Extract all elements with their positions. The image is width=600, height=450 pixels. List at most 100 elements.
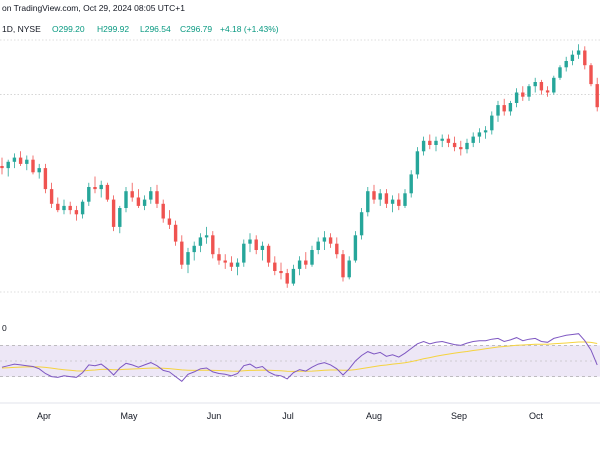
rsi-pane: [0, 333, 600, 382]
candle: [118, 205, 122, 234]
ohlc-low: L296.54: [140, 24, 171, 34]
candle-body: [421, 140, 426, 152]
candle-body: [6, 161, 10, 169]
candle: [428, 134, 432, 150]
candle-body: [514, 92, 519, 103]
candle-body: [93, 187, 97, 190]
candle: [25, 155, 29, 171]
candle: [366, 187, 370, 217]
candle-body: [87, 187, 91, 202]
candle: [595, 77, 599, 112]
candle: [74, 205, 79, 221]
candle-body: [508, 103, 513, 112]
candle: [235, 258, 240, 276]
candle: [452, 136, 457, 152]
candle: [434, 136, 438, 152]
candle: [136, 189, 141, 208]
candle: [18, 151, 23, 166]
candle: [43, 163, 48, 194]
candle-body: [316, 241, 320, 250]
candle: [105, 182, 110, 202]
candle-body: [539, 82, 544, 91]
candle: [310, 245, 314, 267]
candle: [397, 193, 401, 211]
rsi-line: [1, 333, 598, 382]
candle-body: [359, 212, 364, 236]
candle: [490, 111, 494, 135]
candle-body: [397, 199, 401, 206]
candle: [533, 77, 537, 93]
candle-body: [465, 142, 469, 150]
candle-body: [186, 252, 190, 265]
time-axis-label: May: [120, 411, 138, 421]
candle-body: [521, 92, 525, 97]
candle-body: [434, 140, 438, 145]
candle: [266, 243, 271, 267]
candle-body: [459, 147, 463, 150]
candle-body: [310, 250, 314, 265]
candle-body: [595, 84, 599, 108]
candle: [291, 264, 296, 286]
candle: [93, 176, 97, 194]
candle-body: [242, 243, 246, 263]
candle-body: [173, 224, 178, 242]
candle-body: [118, 208, 122, 227]
ohlc-high: H299.92: [97, 24, 129, 34]
candle-body: [37, 168, 41, 173]
candle: [521, 86, 525, 101]
interval-exchange: 1D, NYSE: [2, 24, 41, 34]
candle: [465, 138, 469, 154]
candle: [409, 170, 413, 198]
candle: [142, 195, 147, 211]
candle-body: [25, 159, 29, 164]
candle: [328, 233, 333, 248]
candle-body: [111, 199, 116, 227]
candle-body: [43, 168, 48, 190]
candle: [545, 86, 550, 97]
candle: [229, 256, 234, 271]
candle: [279, 262, 283, 280]
candle-body: [56, 203, 60, 211]
candle: [378, 189, 382, 206]
candle: [285, 268, 289, 288]
candle-body: [279, 271, 283, 274]
candle: [180, 235, 184, 269]
candle-body: [260, 245, 265, 250]
candle: [217, 247, 221, 265]
candle: [68, 201, 72, 215]
candle: [564, 56, 568, 72]
candle: [359, 208, 364, 240]
candle: [514, 88, 519, 108]
candle-body: [149, 191, 153, 200]
candle-body: [130, 191, 134, 198]
candle: [167, 210, 172, 229]
candle-body: [18, 157, 23, 164]
candle-body: [564, 61, 568, 68]
candle-body: [384, 193, 389, 204]
time-axis-label: Aug: [366, 411, 382, 421]
candle-body: [192, 245, 196, 253]
candle-body: [142, 199, 147, 206]
time-axis-label: Oct: [529, 411, 544, 421]
candle-body: [372, 191, 376, 200]
candle-body: [328, 237, 333, 244]
candle-body: [223, 260, 227, 263]
candle: [341, 250, 345, 282]
candle-body: [545, 90, 550, 93]
candle-body: [161, 203, 165, 219]
candle-body: [446, 138, 451, 143]
candle: [56, 197, 60, 213]
candle: [198, 233, 203, 253]
candle: [421, 136, 426, 156]
candle: [335, 237, 339, 259]
candle: [304, 252, 308, 269]
candle-body: [204, 235, 209, 238]
candle-body: [409, 174, 413, 194]
candle: [248, 233, 252, 253]
time-axis-label: Jul: [282, 411, 294, 421]
candle-body: [558, 67, 562, 78]
time-axis-label: Sep: [451, 411, 467, 421]
candle-body: [273, 262, 277, 271]
candle: [483, 126, 488, 139]
